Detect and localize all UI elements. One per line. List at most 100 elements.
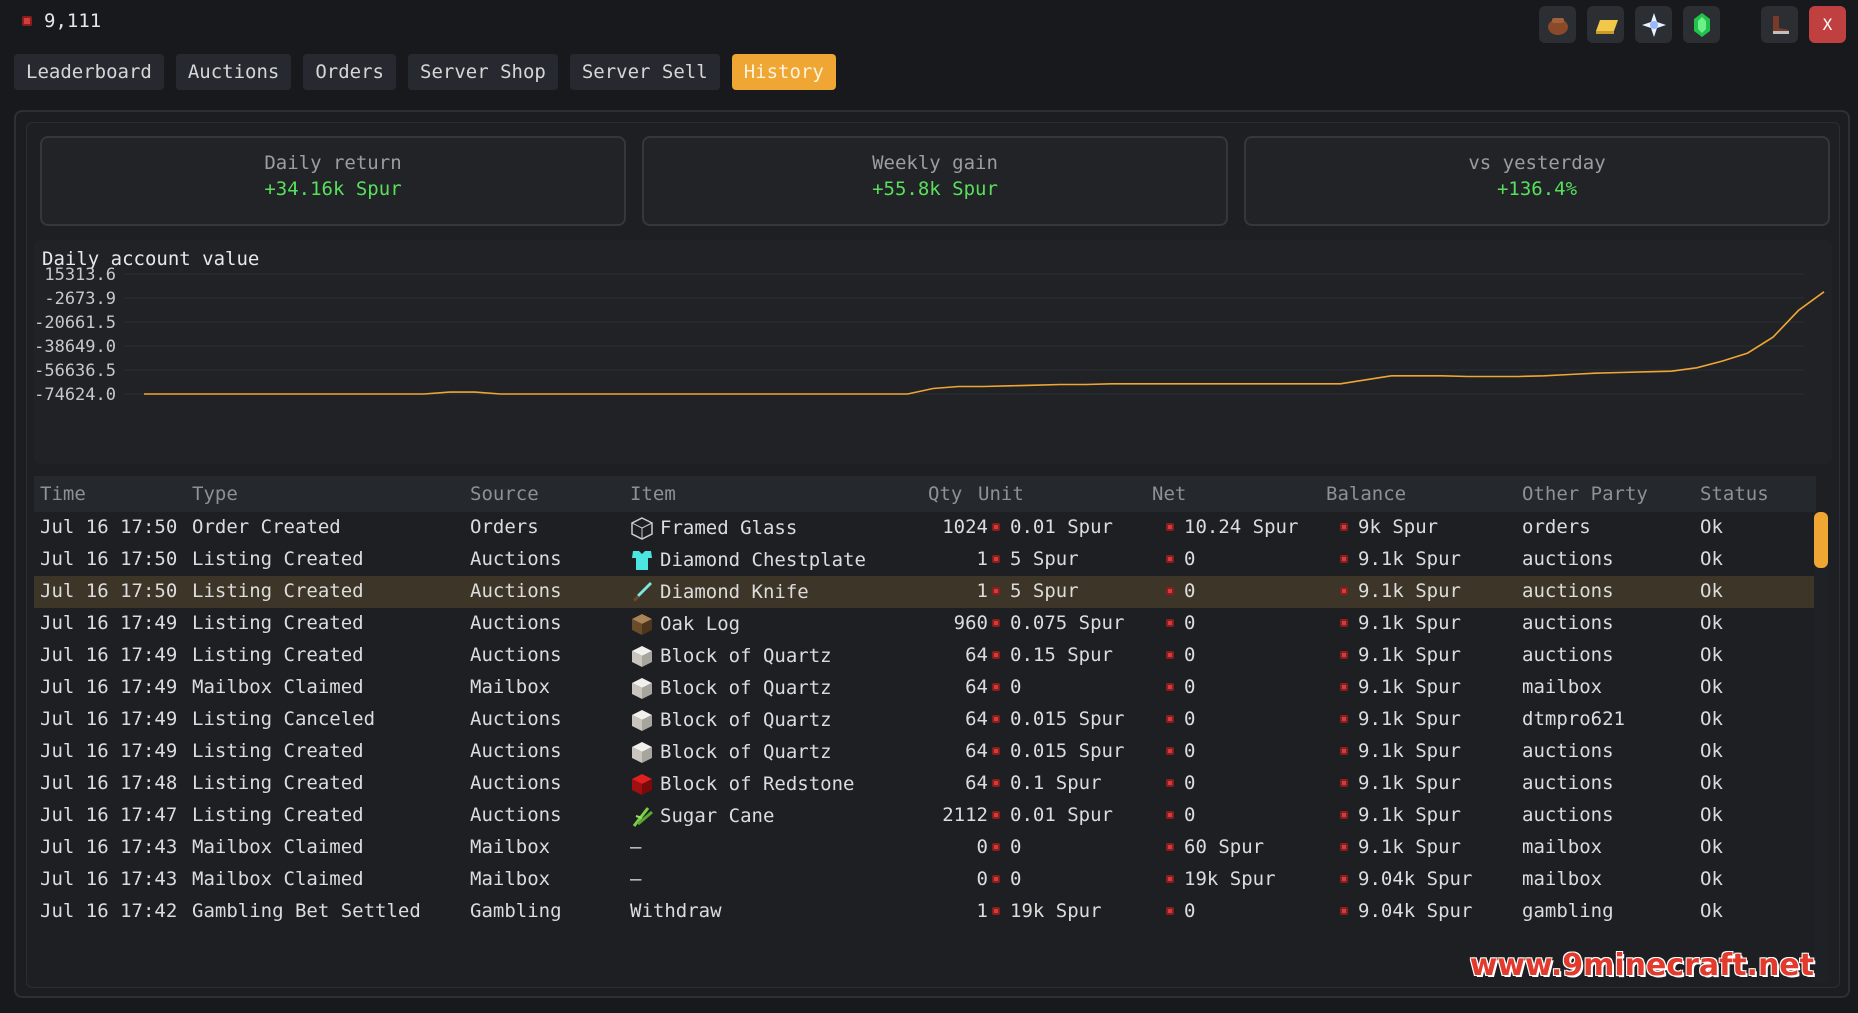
money-value: 9.1k Spur (1358, 676, 1461, 698)
stat-weekly-gain: Weekly gain +55.8k Spur (642, 136, 1228, 226)
item-name: Sugar Cane (660, 805, 775, 827)
quartz-block-icon (630, 708, 660, 732)
money-value: 9.1k Spur (1358, 580, 1461, 602)
coin-icon (992, 907, 1000, 915)
emerald-icon[interactable] (1683, 6, 1720, 43)
coin-icon (1166, 683, 1174, 691)
quartz-block-icon (630, 676, 660, 700)
stat-daily-return: Daily return +34.16k Spur (40, 136, 626, 226)
quartz-block-icon (630, 740, 660, 764)
stat-label: Daily return (264, 152, 402, 174)
col-source[interactable]: Source (470, 483, 539, 505)
nether-star-icon[interactable] (1635, 6, 1672, 43)
table-row[interactable]: Jul 16 17:49 Mailbox Claimed Mailbox Block … (34, 672, 1816, 704)
coin-icon (1340, 779, 1348, 787)
cell-source: Mailbox (470, 676, 551, 698)
money-value: 0.15 Spur (1010, 644, 1113, 666)
money-value: 0 (1184, 548, 1196, 570)
tab-server-sell[interactable]: Server Sell (569, 54, 720, 90)
table-row[interactable]: Jul 16 17:48 Listing Created Auctions Block… (34, 768, 1816, 800)
knife-icon (630, 580, 660, 604)
scroll-thumb[interactable] (1814, 512, 1828, 568)
money-value: 5 Spur (1010, 580, 1079, 602)
leather-bag-icon[interactable] (1539, 6, 1576, 43)
coin-icon (1166, 651, 1174, 659)
cell-status: Ok (1700, 900, 1723, 922)
col-type[interactable]: Type (192, 483, 238, 505)
tab-server-shop[interactable]: Server Shop (408, 54, 558, 90)
coin-icon (992, 587, 1000, 595)
cell-unit: 0 (992, 676, 1021, 698)
money-value: 0 (1184, 644, 1196, 666)
cell-balance: 9.1k Spur (1340, 804, 1461, 826)
cell-qty: 64 (965, 772, 988, 794)
y-tick-label: -2673.9 (44, 289, 116, 309)
cell-source: Mailbox (470, 868, 551, 890)
table-row[interactable]: Jul 16 17:49 Listing Created Auctions Block… (34, 640, 1816, 672)
cell-party: dtmpro621 (1522, 708, 1625, 730)
cell-unit: 0.075 Spur (992, 612, 1124, 634)
col-net[interactable]: Net (1152, 483, 1187, 505)
item-name: Block of Redstone (660, 773, 855, 795)
col-status[interactable]: Status (1700, 483, 1769, 505)
col-time[interactable]: Time (40, 483, 86, 505)
money-value: 0 (1184, 772, 1196, 794)
cell-party: auctions (1522, 644, 1614, 666)
cell-unit: 0.1 Spur (992, 772, 1102, 794)
cell-status: Ok (1700, 740, 1723, 762)
cell-type: Listing Created (192, 772, 364, 794)
sugar-cane-icon (630, 804, 660, 828)
money-value: 9.1k Spur (1358, 644, 1461, 666)
tab-leaderboard[interactable]: Leaderboard (14, 54, 164, 90)
col-other-party[interactable]: Other Party (1522, 483, 1648, 505)
table-row[interactable]: Jul 16 17:50 Listing Created Auctions Diamo… (34, 544, 1816, 576)
item-name: Framed Glass (660, 517, 798, 539)
cell-qty: 0 (976, 868, 988, 890)
table-row[interactable]: Jul 16 17:43 Mailbox Claimed Mailbox — 0 0 19k… (34, 864, 1816, 896)
cell-net: 19k Spur (1166, 868, 1276, 890)
table-row[interactable]: Jul 16 17:47 Listing Created Auctions Sugar… (34, 800, 1816, 832)
cell-source: Auctions (470, 740, 562, 762)
close-button[interactable]: X (1809, 6, 1846, 43)
boot-icon[interactable] (1761, 6, 1798, 43)
table-row[interactable]: Jul 16 17:50 Listing Created Auctions Diamo… (34, 576, 1816, 608)
cell-item: Block of Redstone (630, 772, 854, 796)
cell-item: Block of Quartz (630, 708, 832, 732)
cell-type: Listing Canceled (192, 708, 376, 730)
coin-icon (1166, 875, 1174, 883)
cell-qty: 1024 (942, 516, 988, 538)
table-row[interactable]: Jul 16 17:49 Listing Canceled Auctions Bloc… (34, 704, 1816, 736)
item-name: — (630, 868, 642, 890)
table-scrollbar[interactable] (1814, 512, 1828, 982)
cell-type: Listing Created (192, 740, 364, 762)
cell-time: Jul 16 17:49 (40, 740, 178, 762)
cell-item: Block of Quartz (630, 644, 832, 668)
stat-value: +34.16k Spur (264, 178, 402, 200)
account-value-chart: Daily account value 15313.6 -2673.9 -20661… (34, 240, 1832, 464)
gold-ingot-icon[interactable] (1587, 6, 1624, 43)
cell-time: Jul 16 17:50 (40, 516, 178, 538)
table-row[interactable]: Jul 16 17:43 Mailbox Claimed Mailbox — 0 0 60 … (34, 832, 1816, 864)
cell-time: Jul 16 17:49 (40, 708, 178, 730)
table-row[interactable]: Jul 16 17:50 Order Created Orders Framed Gl… (34, 512, 1816, 544)
table-row[interactable]: Jul 16 17:49 Listing Created Auctions Block… (34, 736, 1816, 768)
cell-time: Jul 16 17:49 (40, 644, 178, 666)
tab-auctions[interactable]: Auctions (175, 54, 292, 90)
money-value: 9k Spur (1358, 516, 1439, 538)
table-row[interactable]: Jul 16 17:42 Gambling Bet Settled Gambling… (34, 896, 1816, 928)
tab-orders[interactable]: Orders (303, 54, 396, 90)
coin-icon (1340, 555, 1348, 563)
money-value: 0 (1010, 836, 1022, 858)
tab-history[interactable]: History (731, 54, 836, 90)
col-unit[interactable]: Unit (978, 483, 1024, 505)
col-balance[interactable]: Balance (1326, 483, 1407, 505)
balance-display: 9,111 (22, 10, 101, 32)
table-row[interactable]: Jul 16 17:49 Listing Created Auctions Oak L… (34, 608, 1816, 640)
cell-net: 60 Spur (1166, 836, 1264, 858)
money-value: 5 Spur (1010, 548, 1079, 570)
money-value: 9.1k Spur (1358, 740, 1461, 762)
col-item[interactable]: Item (630, 483, 676, 505)
money-value: 9.1k Spur (1358, 772, 1461, 794)
col-qty[interactable]: Qty (928, 483, 963, 505)
cell-type: Order Created (192, 516, 341, 538)
